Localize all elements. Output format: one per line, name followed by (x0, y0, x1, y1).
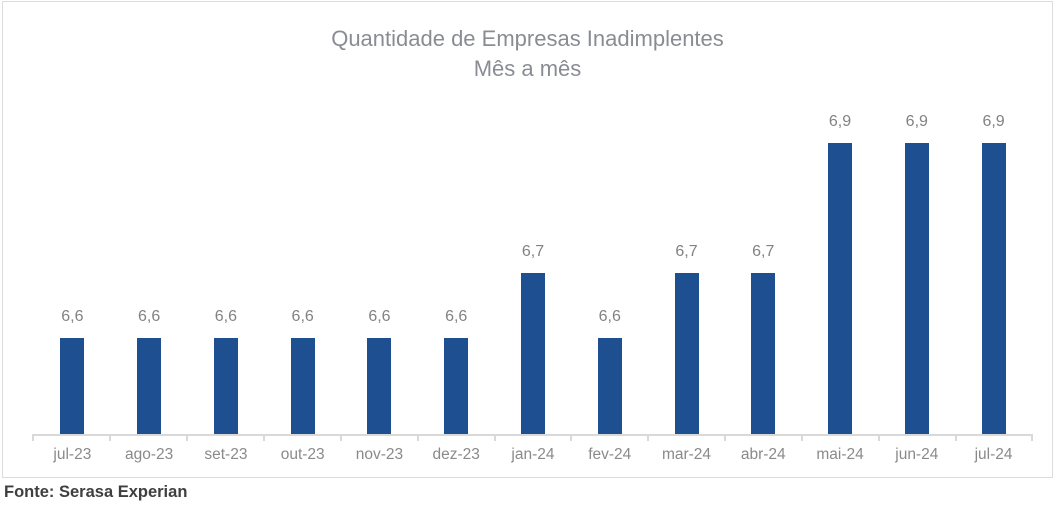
x-axis-label: out-23 (280, 446, 325, 463)
chart-title-line1: Quantidade de Empresas Inadimplentes (331, 26, 724, 51)
x-axis-label: mai-24 (816, 446, 864, 463)
bar-value-label: 6,6 (214, 307, 238, 325)
x-axis-label: fev-24 (588, 446, 632, 463)
axis-tick (570, 434, 573, 441)
chart-title-line2: Mês a mês (473, 56, 582, 81)
bar-value-label: 6,7 (752, 242, 775, 260)
bars-row: 6,6 6,6 6,6 6,6 6,6 6,6 6,7 6,6 6,7 6,7 6,9 6,9 6,9 (34, 78, 1032, 435)
bar-value-label: 6,6 (598, 307, 621, 325)
bar-value-label: 6,6 (445, 307, 468, 325)
bar (751, 272, 776, 435)
bar-value-label: 6,7 (675, 242, 698, 260)
bar (828, 142, 853, 435)
chart-frame: Quantidade de Empresas Inadimplentes Mês… (2, 1, 1053, 478)
bar-value-label: 6,6 (368, 307, 391, 325)
x-axis-label: dez-23 (432, 446, 480, 463)
x-axis-label: nov-23 (355, 446, 404, 463)
axis-tick (108, 434, 111, 441)
bar (674, 272, 699, 435)
x-axis-labels: jul-23 ago-23 set-23 out-23 nov-23 dez-23 jan-… (34, 446, 1032, 464)
x-axis-label: jun-24 (895, 446, 939, 463)
axis-tick (955, 434, 958, 441)
x-axis-label: jan-24 (511, 446, 555, 463)
axis-tick (801, 434, 804, 441)
axis-tick (185, 434, 188, 441)
bar-value-label: 6,6 (138, 307, 161, 325)
bar-value-label: 6,7 (521, 242, 545, 260)
bar (367, 337, 392, 435)
x-axis-label: set-23 (204, 446, 248, 463)
axis-tick (416, 434, 419, 441)
bar (597, 337, 622, 435)
bar (213, 337, 238, 435)
bar-column: 6,6 (571, 78, 648, 435)
bar-column: 6,9 (878, 78, 955, 435)
axis-tick (878, 434, 881, 441)
axis-tick (493, 434, 496, 441)
bar-column: 6,7 (648, 78, 725, 435)
x-axis-label: ago-23 (125, 446, 174, 463)
bar-value-label: 6,6 (291, 307, 314, 325)
bar-column: 6,6 (341, 78, 418, 435)
bar (60, 337, 85, 435)
bar-column: 6,7 (725, 78, 802, 435)
bar-column: 6,6 (188, 78, 265, 435)
axis-tick (262, 434, 265, 441)
bar-value-label: 6,9 (828, 112, 852, 130)
axis-tick (339, 434, 342, 441)
bar-column: 6,6 (34, 78, 111, 435)
bar (981, 142, 1006, 435)
bar (904, 142, 929, 435)
source-note: Fonte: Serasa Experian (4, 483, 188, 501)
bar-column: 6,6 (111, 78, 188, 435)
axis-tick (647, 434, 650, 441)
bar-column: 6,9 (955, 78, 1032, 435)
bar (444, 337, 469, 435)
bar-column: 6,7 (495, 78, 572, 435)
axis-tick (32, 434, 34, 441)
bar (137, 337, 162, 435)
x-axis-ticks (32, 434, 1033, 441)
bar-value-label: 6,9 (905, 112, 928, 130)
chart-title: Quantidade de Empresas Inadimplentes Mês… (3, 24, 1052, 84)
axis-tick (1031, 434, 1033, 441)
x-axis-line (33, 434, 1033, 436)
bar-value-label: 6,6 (61, 307, 84, 325)
x-axis-label: jul-23 (53, 446, 92, 463)
x-axis-label: jul-24 (974, 446, 1013, 463)
bar (520, 272, 545, 435)
axis-tick (724, 434, 727, 441)
bar-column: 6,9 (802, 78, 879, 435)
bar-column: 6,6 (264, 78, 341, 435)
x-axis-label: mar-24 (661, 446, 712, 463)
bar-column: 6,6 (418, 78, 495, 435)
bar (290, 337, 315, 435)
x-axis-label: abr-24 (740, 446, 786, 463)
bar-value-label: 6,9 (982, 112, 1005, 130)
